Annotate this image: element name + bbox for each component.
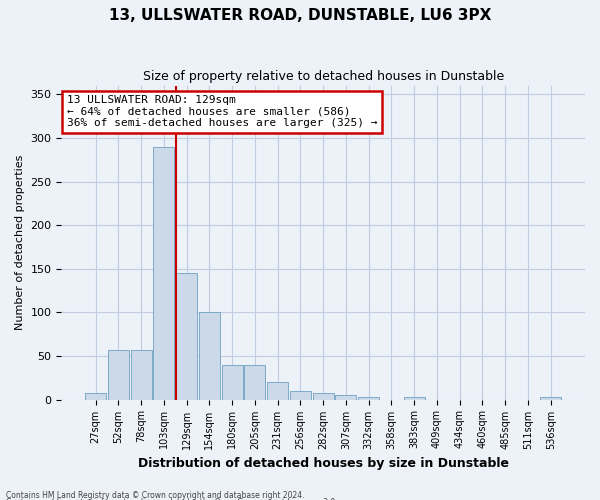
Bar bbox=[108, 350, 129, 400]
Bar bbox=[131, 350, 152, 400]
Text: 13, ULLSWATER ROAD, DUNSTABLE, LU6 3PX: 13, ULLSWATER ROAD, DUNSTABLE, LU6 3PX bbox=[109, 8, 491, 22]
Bar bbox=[290, 391, 311, 400]
Bar bbox=[540, 397, 561, 400]
Bar bbox=[313, 392, 334, 400]
Text: Contains HM Land Registry data © Crown copyright and database right 2024.: Contains HM Land Registry data © Crown c… bbox=[6, 490, 305, 500]
Text: Contains public sector information licensed under the Open Government Licence v3: Contains public sector information licen… bbox=[6, 498, 338, 500]
Bar bbox=[267, 382, 288, 400]
Y-axis label: Number of detached properties: Number of detached properties bbox=[15, 155, 25, 330]
Text: 13 ULLSWATER ROAD: 129sqm
← 64% of detached houses are smaller (586)
36% of semi: 13 ULLSWATER ROAD: 129sqm ← 64% of detac… bbox=[67, 95, 377, 128]
X-axis label: Distribution of detached houses by size in Dunstable: Distribution of detached houses by size … bbox=[138, 457, 509, 470]
Bar bbox=[85, 392, 106, 400]
Bar bbox=[335, 395, 356, 400]
Bar bbox=[154, 146, 175, 400]
Title: Size of property relative to detached houses in Dunstable: Size of property relative to detached ho… bbox=[143, 70, 504, 83]
Bar bbox=[176, 273, 197, 400]
Bar bbox=[199, 312, 220, 400]
Bar bbox=[244, 364, 265, 400]
Bar bbox=[358, 397, 379, 400]
Bar bbox=[404, 397, 425, 400]
Bar bbox=[222, 364, 242, 400]
